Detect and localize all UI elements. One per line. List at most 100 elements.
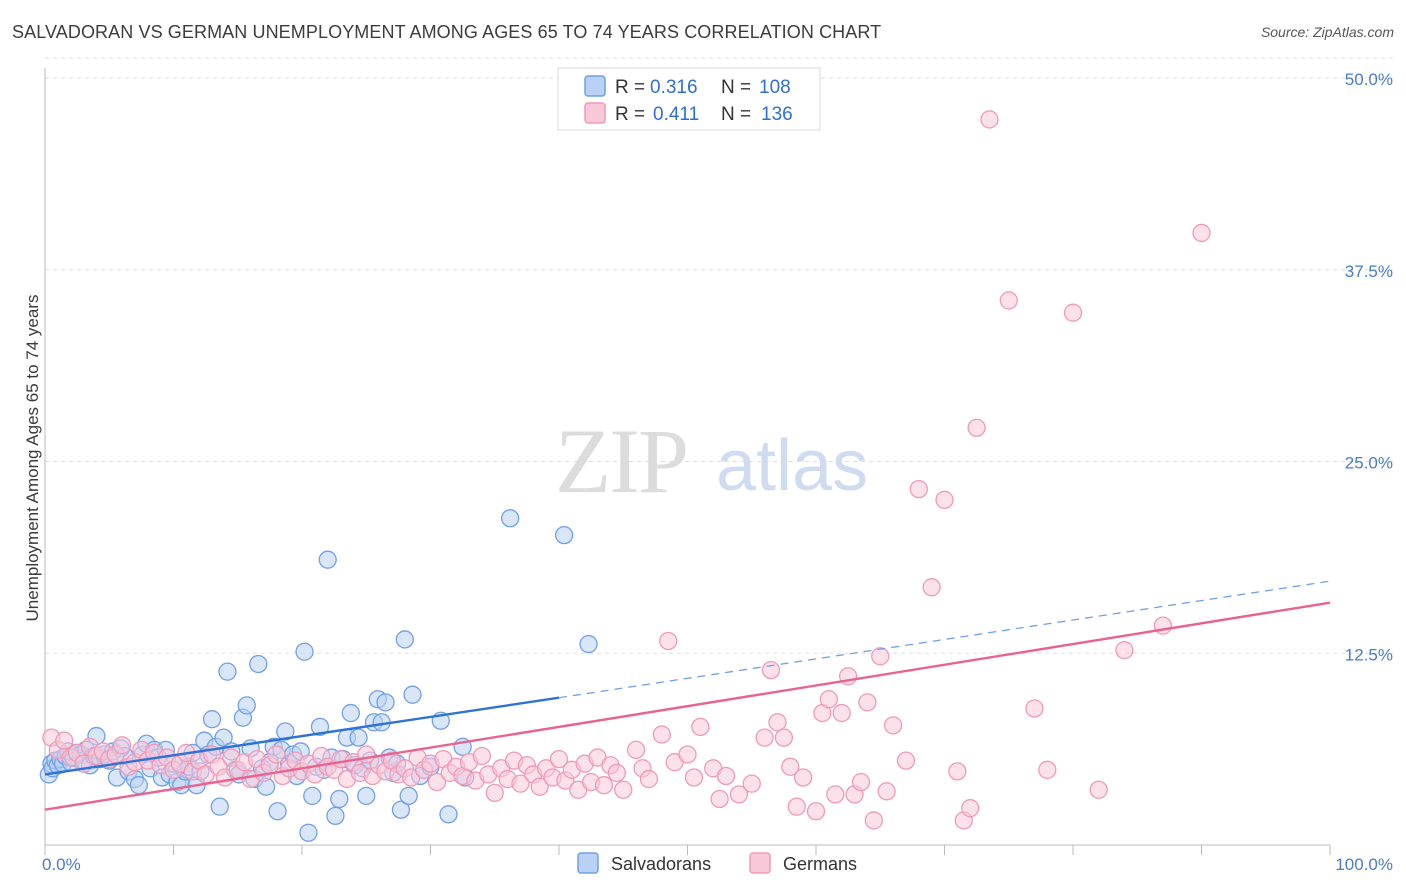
salvadorans-point-78	[326, 806, 345, 826]
y-tick-label-3: 50.0%	[1345, 70, 1393, 89]
germans-point-123	[883, 716, 903, 735]
salvadorans-point-98	[403, 685, 422, 704]
germans-point-124	[896, 751, 916, 770]
legend-r-value-2: 0.411	[653, 104, 699, 125]
germans-point-79	[549, 749, 569, 769]
germans-point-126	[922, 578, 941, 597]
germans-point-73	[511, 774, 530, 793]
germans-point-111	[806, 802, 826, 821]
germans-point-60	[427, 772, 447, 792]
germans-point-35	[267, 745, 286, 764]
germans-point-132	[980, 110, 999, 129]
salvadorans-point-105	[501, 509, 520, 528]
salvadorans-trend-extension	[558, 580, 1331, 699]
germans-point-122	[877, 782, 896, 801]
germans-trend-line	[44, 601, 1331, 811]
salvadorans-point-84	[349, 728, 368, 747]
germans-point-2	[55, 731, 74, 750]
legend-r-label-2: R =	[615, 104, 645, 125]
salvadorans-point-96	[395, 630, 414, 649]
chart-title: SALVADORAN VS GERMAN UNEMPLOYMENT AMONG …	[12, 22, 882, 42]
salvadorans-point-106	[554, 525, 574, 545]
legend-swatch-salvadorans	[584, 75, 606, 97]
salvadorans-point-72	[303, 786, 322, 806]
legend-top: R = 0.316 N = 108 R = 0.411 N = 136	[557, 67, 821, 131]
legend-n-value-1: 108	[759, 77, 791, 98]
germans-point-127	[935, 490, 954, 510]
watermark: ZIP atlas	[555, 410, 868, 512]
salvadorans-point-95	[391, 800, 411, 819]
germans-point-120	[864, 811, 883, 830]
salvadorans-point-91	[376, 693, 395, 712]
watermark-atlas: atlas	[716, 426, 868, 506]
germans-point-114	[826, 785, 845, 804]
germans-point-140	[1192, 223, 1211, 243]
salvadorans-point-55	[237, 696, 256, 715]
grid-lines	[45, 57, 1395, 654]
germans-point-115	[832, 703, 851, 723]
germans-point-130	[961, 799, 980, 818]
germans-point-102	[729, 785, 749, 804]
germans-point-97	[684, 768, 704, 787]
germans-point-125	[909, 479, 928, 499]
germans-point-101	[716, 766, 736, 786]
legend-n-label-1: N =	[721, 77, 751, 98]
germans-point-92	[639, 769, 659, 789]
germans-point-69	[485, 783, 504, 802]
germans-point-109	[787, 797, 806, 816]
germans-point-121	[871, 647, 890, 666]
x-tick-label-0: 0.0%	[42, 855, 81, 874]
salvadorans-point-65	[276, 722, 295, 741]
germans-point-105	[761, 660, 781, 680]
legend-swatch-germans	[584, 102, 606, 124]
x-tick-labels: 0.0% 100.0%	[42, 855, 1393, 874]
y-tick-label-1: 25.0%	[1345, 454, 1393, 473]
germans-point-90	[626, 740, 646, 760]
y-axis-label: Unemployment Among Ages 65 to 74 years	[23, 295, 42, 622]
legend-bottom-salvadorans: Salvadorans	[611, 854, 711, 874]
germans-point-96	[678, 745, 697, 764]
salvadorans-point-74	[310, 717, 330, 737]
germans-point-94	[659, 631, 678, 651]
salvadorans-point-97	[399, 786, 418, 806]
salvadorans-point-82	[341, 703, 360, 723]
watermark-zip: ZIP	[555, 410, 687, 512]
germans-point-11	[112, 736, 132, 755]
germans-point-135	[1038, 760, 1057, 779]
germans-point-108	[781, 757, 800, 776]
trend-lines	[44, 580, 1331, 811]
germans-point-118	[851, 772, 871, 792]
germans-point-138	[1115, 641, 1134, 660]
germans-point-134	[1025, 699, 1044, 718]
germans-point-136	[1063, 303, 1083, 322]
salvadorans-trend-line	[44, 696, 560, 776]
salvadorans-point-102	[439, 805, 458, 824]
legend-r-label-1: R =	[615, 77, 645, 98]
salvadorans-point-79	[330, 789, 349, 809]
salvadorans-point-107	[579, 634, 598, 654]
legend-n-label-2: N =	[721, 104, 751, 125]
y-tick-label-0: 12.5%	[1345, 645, 1393, 664]
legend-bottom-germans: Germans	[783, 854, 857, 874]
germans-point-137	[1089, 780, 1108, 799]
germans-point-76	[530, 777, 549, 796]
source-label: Source: ZipAtlas.com	[1260, 24, 1394, 40]
germans-point-133	[999, 291, 1018, 310]
germans-point-89	[614, 780, 633, 799]
germans-point-113	[819, 690, 838, 709]
germans-point-119	[858, 693, 877, 712]
germans-point-93	[652, 725, 671, 744]
salvadorans-point-58	[249, 654, 268, 674]
germans-point-110	[794, 768, 813, 787]
germans-point-103	[742, 774, 761, 793]
legend-bottom-swatch-salvadorans	[577, 852, 599, 874]
salvadorans-point-49	[214, 728, 233, 747]
legend-bottom: Salvadorans Germans	[577, 852, 857, 874]
salvadorans-point-70	[295, 642, 314, 661]
salvadorans-point-27	[129, 776, 148, 795]
salvadorans-point-86	[357, 786, 376, 806]
germans-point-104	[755, 728, 774, 747]
germans-point-98	[691, 717, 710, 737]
y-tick-labels: 12.5% 25.0% 37.5% 50.0%	[1345, 70, 1393, 664]
